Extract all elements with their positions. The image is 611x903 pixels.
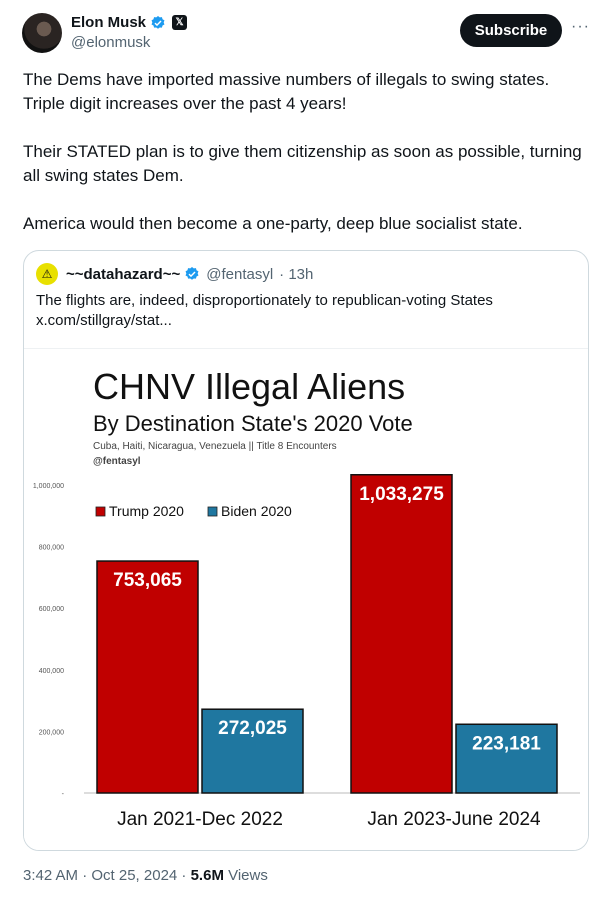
y-tick-label: 400,000 — [39, 668, 64, 675]
y-tick-label: 1,000,000 — [33, 483, 64, 490]
author-handle[interactable]: @elonmusk — [71, 34, 151, 51]
views-label: Views — [223, 867, 268, 884]
x-affiliate-icon: 𝕏 — [172, 15, 188, 30]
legend-swatch — [207, 506, 218, 517]
tweet-meta: 3:42 AM · Oct 25, 2024 · 5.6M Views — [23, 867, 268, 884]
y-tick-label: - — [62, 791, 65, 798]
legend-label: Biden 2020 — [221, 503, 292, 519]
tweet-paragraph: America would then become a one-party, d… — [23, 214, 523, 233]
verified-badge-icon — [151, 15, 165, 29]
author-name-row: Elon Musk 𝕏 — [71, 14, 188, 31]
tweet-timestamp[interactable]: 3:42 AM · Oct 25, 2024 · — [23, 867, 191, 884]
chart-subtitle: By Destination State's 2020 Vote — [93, 411, 413, 436]
chart-note: Cuba, Haiti, Nicaragua, Venezuela || Tit… — [93, 441, 337, 452]
quoted-text: The flights are, indeed, disproportionat… — [36, 292, 493, 329]
bar-value-label: 753,065 — [113, 570, 182, 591]
more-options-icon[interactable]: ··· — [571, 18, 590, 35]
chart-title: CHNV Illegal Aliens — [93, 366, 405, 407]
bar — [455, 723, 558, 794]
tweet-text: The Dems have imported massive numbers o… — [23, 68, 583, 260]
avatar[interactable] — [22, 13, 62, 53]
verified-badge-icon — [185, 267, 199, 280]
quoted-tweet-header: ⚠ ~~datahazard~~ @fentasyl · 13h — [36, 263, 313, 285]
bar-value-label: 1,033,275 — [359, 484, 444, 505]
bar — [350, 474, 453, 794]
quoted-handle: @fentasyl — [206, 265, 274, 283]
view-count: 5.6M — [190, 867, 224, 884]
y-tick-label: 200,000 — [39, 729, 64, 736]
quoted-display-name: ~~datahazard~~ — [66, 265, 181, 283]
legend-label: Trump 2020 — [109, 503, 184, 519]
y-tick-label: 600,000 — [39, 606, 64, 613]
bar — [201, 708, 304, 794]
quoted-avatar: ⚠ — [36, 263, 58, 285]
bar-chart: CHNV Illegal Aliens By Destination State'… — [33, 366, 580, 830]
bar — [96, 560, 199, 794]
tweet-header: Elon Musk 𝕏 @elonmusk Subscribe ··· — [22, 12, 592, 56]
bar-value-label: 223,181 — [472, 733, 541, 754]
author-display-name[interactable]: Elon Musk — [71, 14, 147, 31]
legend-swatch — [95, 506, 106, 517]
tweet-paragraph: Their STATED plan is to give them citize… — [23, 142, 582, 185]
quoted-time: · 13h — [279, 265, 314, 283]
y-tick-label: 800,000 — [39, 545, 64, 552]
chart-credit: @fentasyl — [93, 456, 141, 467]
tweet-paragraph: The Dems have imported massive numbers o… — [23, 70, 550, 113]
quoted-tweet[interactable]: ⚠ ~~datahazard~~ @fentasyl · 13h The fli… — [23, 250, 589, 851]
x-category-label: Jan 2021-Dec 2022 — [117, 809, 283, 830]
bar-value-label: 272,025 — [218, 718, 287, 739]
chart-image[interactable]: CHNV Illegal Aliens By Destination State'… — [24, 348, 588, 850]
x-category-label: Jan 2023-June 2024 — [367, 809, 541, 830]
subscribe-button[interactable]: Subscribe — [460, 14, 562, 47]
